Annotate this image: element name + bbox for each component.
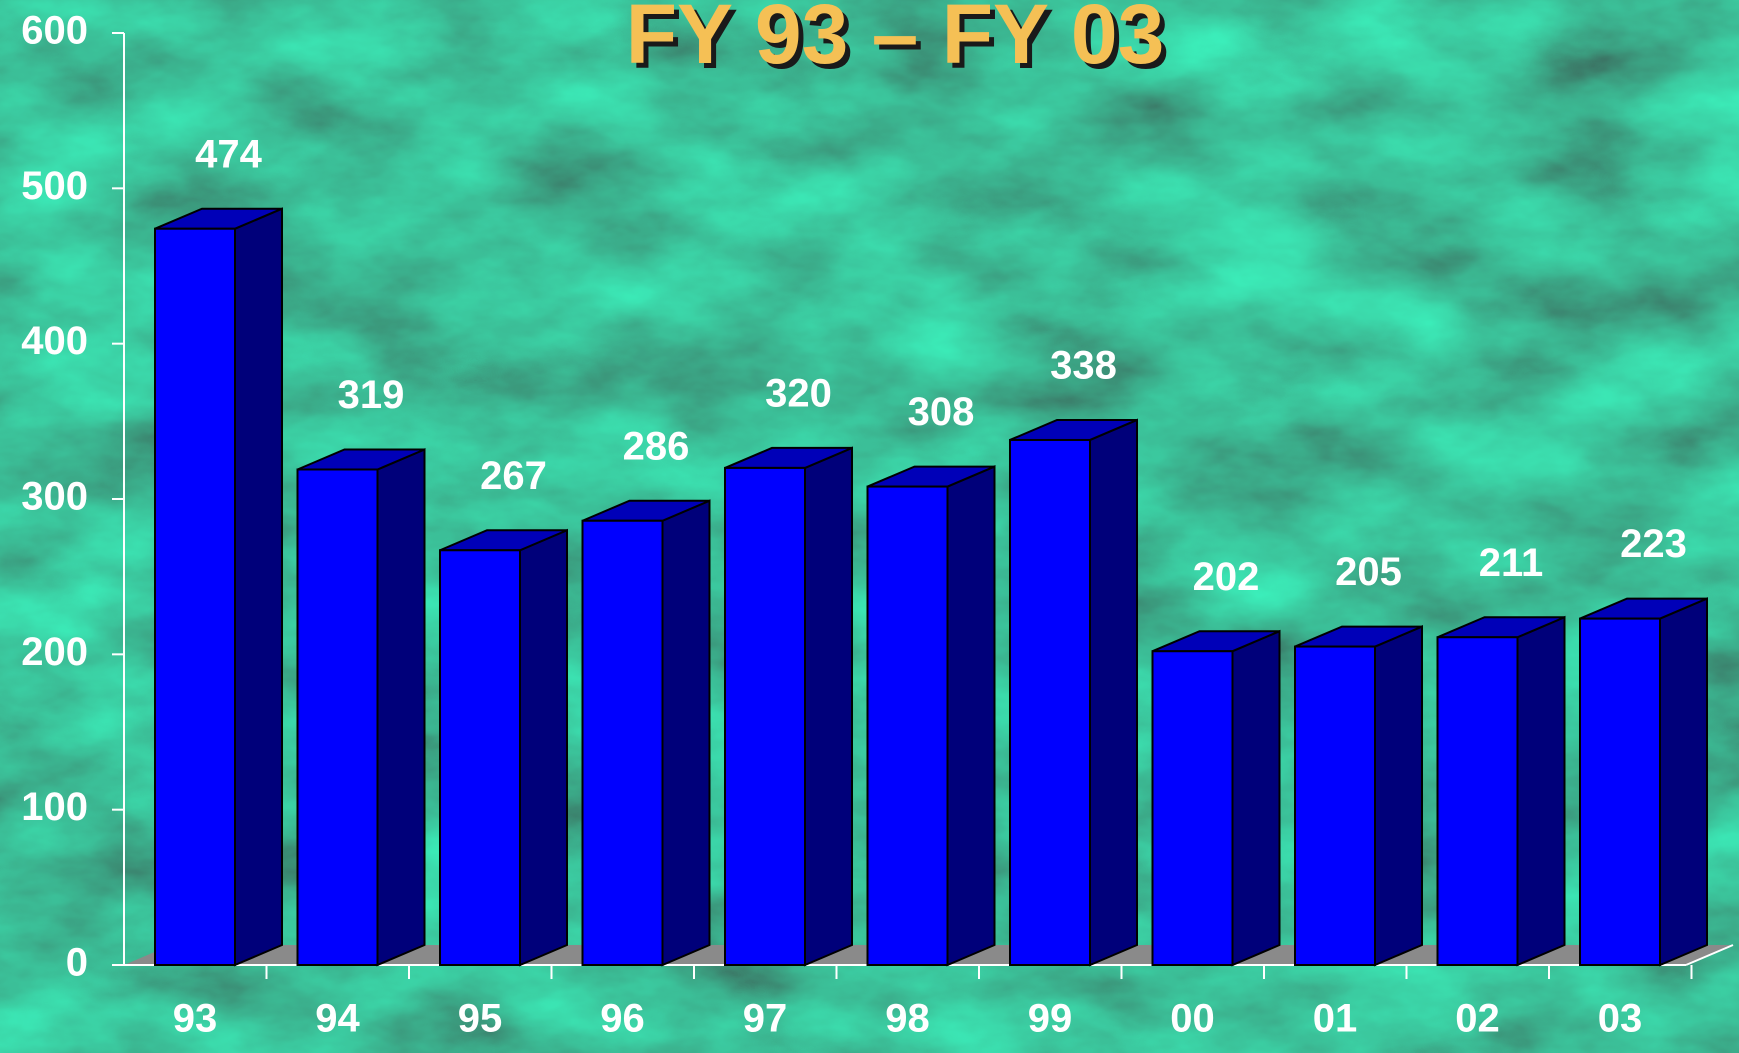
- x-tick-label: 95: [458, 997, 503, 1041]
- bar: [866, 485, 949, 966]
- x-tick-label: 93: [173, 997, 218, 1041]
- bar: [581, 519, 664, 966]
- value-label: 267: [480, 454, 547, 498]
- chart-title-shadow: FY 93 – FY 03: [631, 0, 1170, 86]
- value-label: 205: [1335, 550, 1402, 594]
- x-tick-label: 94: [315, 997, 360, 1041]
- y-tick-label: 200: [21, 630, 88, 674]
- bar: [154, 227, 236, 967]
- bar: [1436, 636, 1519, 966]
- bar-side: [1374, 625, 1423, 967]
- value-label: 338: [1050, 344, 1117, 388]
- x-tick-label: 98: [885, 997, 930, 1041]
- value-label: 474: [195, 132, 262, 176]
- bar: [1009, 438, 1091, 966]
- bar: [296, 468, 379, 966]
- x-tick-label: 02: [1455, 997, 1500, 1041]
- bar: [724, 466, 806, 966]
- floor-edge: [1685, 944, 1734, 966]
- bar-side: [804, 446, 853, 967]
- x-tick-label: 03: [1598, 997, 1643, 1041]
- value-label: 211: [1479, 541, 1544, 585]
- value-label: 223: [1620, 522, 1687, 566]
- bar-side: [1659, 597, 1708, 967]
- y-tick-label: 0: [66, 941, 88, 985]
- y-tick-label: 600: [21, 9, 88, 53]
- bar: [1151, 650, 1234, 967]
- bar-side: [661, 499, 711, 967]
- value-label: 308: [908, 390, 975, 434]
- bar-side: [1231, 629, 1281, 967]
- x-tick-label: 96: [600, 997, 645, 1041]
- x-tick-label: 01: [1313, 997, 1358, 1041]
- value-label: 320: [765, 371, 832, 415]
- bar-side: [376, 447, 426, 967]
- bar: [439, 549, 521, 966]
- value-label: 202: [1193, 555, 1260, 599]
- y-tick-label: 500: [21, 164, 88, 208]
- y-tick-label: 100: [21, 785, 88, 829]
- bar: [1294, 645, 1376, 966]
- y-tick-label: 400: [21, 319, 88, 363]
- bar-side: [946, 465, 996, 967]
- y-tick-label: 300: [21, 475, 88, 519]
- bar-side: [1516, 615, 1566, 967]
- x-tick-label: 97: [743, 997, 788, 1041]
- x-tick-label: 99: [1028, 997, 1073, 1041]
- value-label: 319: [338, 373, 405, 417]
- chart-title: FY 93 – FY 03: [626, 0, 1165, 81]
- bar-side: [1089, 418, 1138, 967]
- bar-side: [519, 528, 568, 967]
- x-tick-label: 00: [1170, 997, 1215, 1041]
- value-label: 286: [623, 424, 690, 468]
- bar-side: [234, 207, 283, 967]
- bar: [1579, 617, 1661, 967]
